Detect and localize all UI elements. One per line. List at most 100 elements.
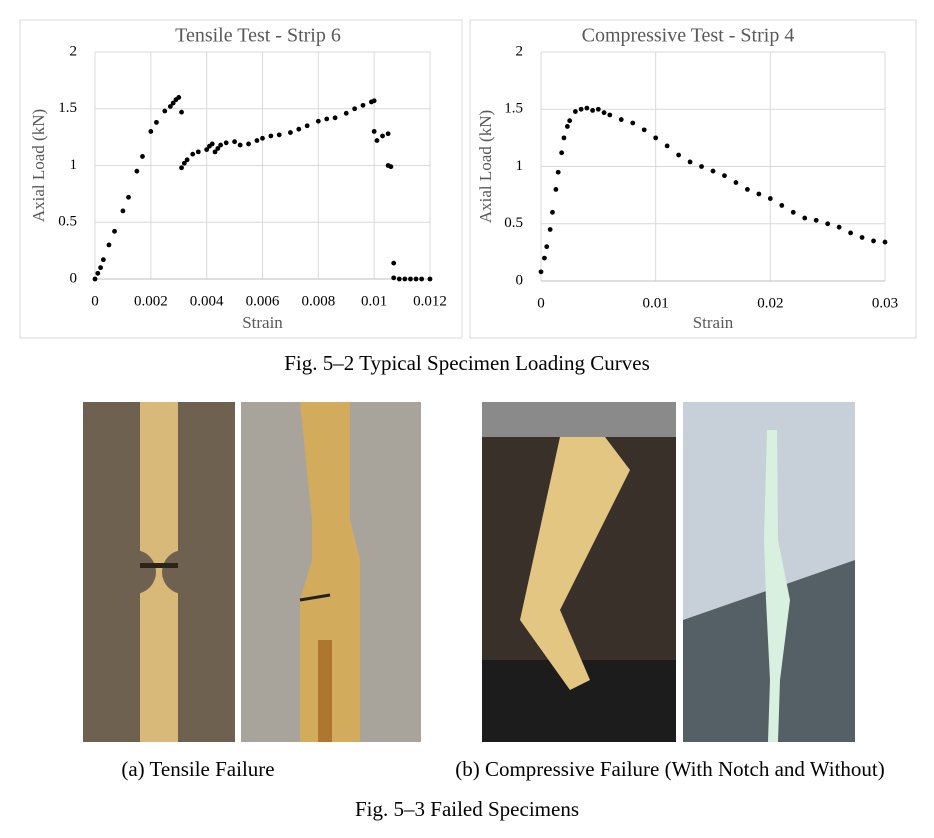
data-point [555,169,561,175]
data-point [215,146,221,151]
data-point [538,269,544,275]
data-point [162,108,168,114]
data-point [756,191,762,197]
data-point [100,257,106,263]
data-point [167,104,173,109]
data-point [687,159,693,165]
data-point [859,235,865,240]
y-tick-label: 1.5 [504,101,523,117]
photo [83,402,235,742]
data-point [630,120,636,126]
x-tick-label: 0.01 [643,295,669,311]
data-point [553,187,559,192]
data-point [871,238,876,244]
data-point [584,105,590,111]
x-tick-label: 0 [91,293,99,309]
data-point [268,133,274,139]
x-axis-label: Strain [242,313,283,332]
data-point [332,115,338,121]
data-point [195,149,201,155]
chart-frame [19,19,463,339]
data-point [209,141,215,147]
data-point [699,164,704,169]
data-point [179,109,184,115]
data-point [561,135,567,141]
data-point [170,100,176,106]
data-point [802,215,808,221]
data-point [112,228,117,234]
data-point [722,173,727,179]
data-point [618,117,624,122]
photo [241,402,421,742]
data-point [427,276,433,282]
data-point [402,276,408,282]
data-point [385,131,391,137]
data-point [246,141,251,147]
data-point [212,149,218,155]
data-point [779,203,785,208]
data-point [745,187,750,192]
photo-caption: (a) Tensile Failure [121,757,274,781]
data-point [154,119,159,125]
data-point [567,118,573,124]
data-point [388,164,394,170]
x-tick-label: 0 [537,295,545,311]
data-point [374,138,380,143]
data-point [260,135,265,141]
data-point [590,107,595,113]
data-point [419,276,425,282]
data-point [276,132,282,138]
data-point [391,260,397,266]
data-point [360,102,366,108]
data-point [204,147,210,153]
y-axis-label: Axial Load (kN) [476,110,495,223]
data-point [254,138,260,143]
data-point [380,133,385,139]
data-point [296,126,302,132]
x-tick-label: 0.006 [246,293,280,309]
data-point [790,209,796,215]
x-tick-label: 0.002 [134,293,168,309]
data-point [371,129,377,134]
data-point [184,157,190,163]
photo-caption: (b) Compressive Failure (With Notch and … [455,757,885,781]
data-point [710,168,716,174]
y-tick-label: 1 [70,157,78,173]
data-point [396,276,402,282]
x-tick-label: 0.03 [872,295,898,311]
data-point [140,154,145,159]
chart-frame [469,19,917,339]
data-point [190,151,196,157]
data-point [218,142,224,148]
data-point [148,129,154,134]
data-point [176,95,182,100]
chart-title: Compressive Test - Strip 4 [582,25,795,47]
data-point [120,208,126,214]
data-point [564,124,570,129]
data-point [544,244,550,250]
data-point [542,255,547,261]
data-point [559,150,565,156]
data-point [836,224,842,230]
photo [482,402,676,742]
y-tick-label: 0 [516,272,524,288]
data-point [595,106,601,112]
data-point [288,130,293,135]
data-point [848,230,853,236]
x-tick-label: 0.004 [190,293,224,309]
data-point [547,227,553,232]
data-point [676,152,681,158]
data-point [237,142,243,148]
data-point [343,110,349,116]
data-point [324,116,330,122]
figure-caption: Fig. 5–3 Failed Specimens [355,797,579,821]
data-point [578,106,584,112]
data-point [653,135,659,141]
data-point [550,209,555,215]
data-point [134,168,140,174]
x-tick-label: 0.01 [361,293,387,309]
y-tick-label: 0.5 [504,215,523,231]
chart-title: Tensile Test - Strip 6 [175,25,341,47]
